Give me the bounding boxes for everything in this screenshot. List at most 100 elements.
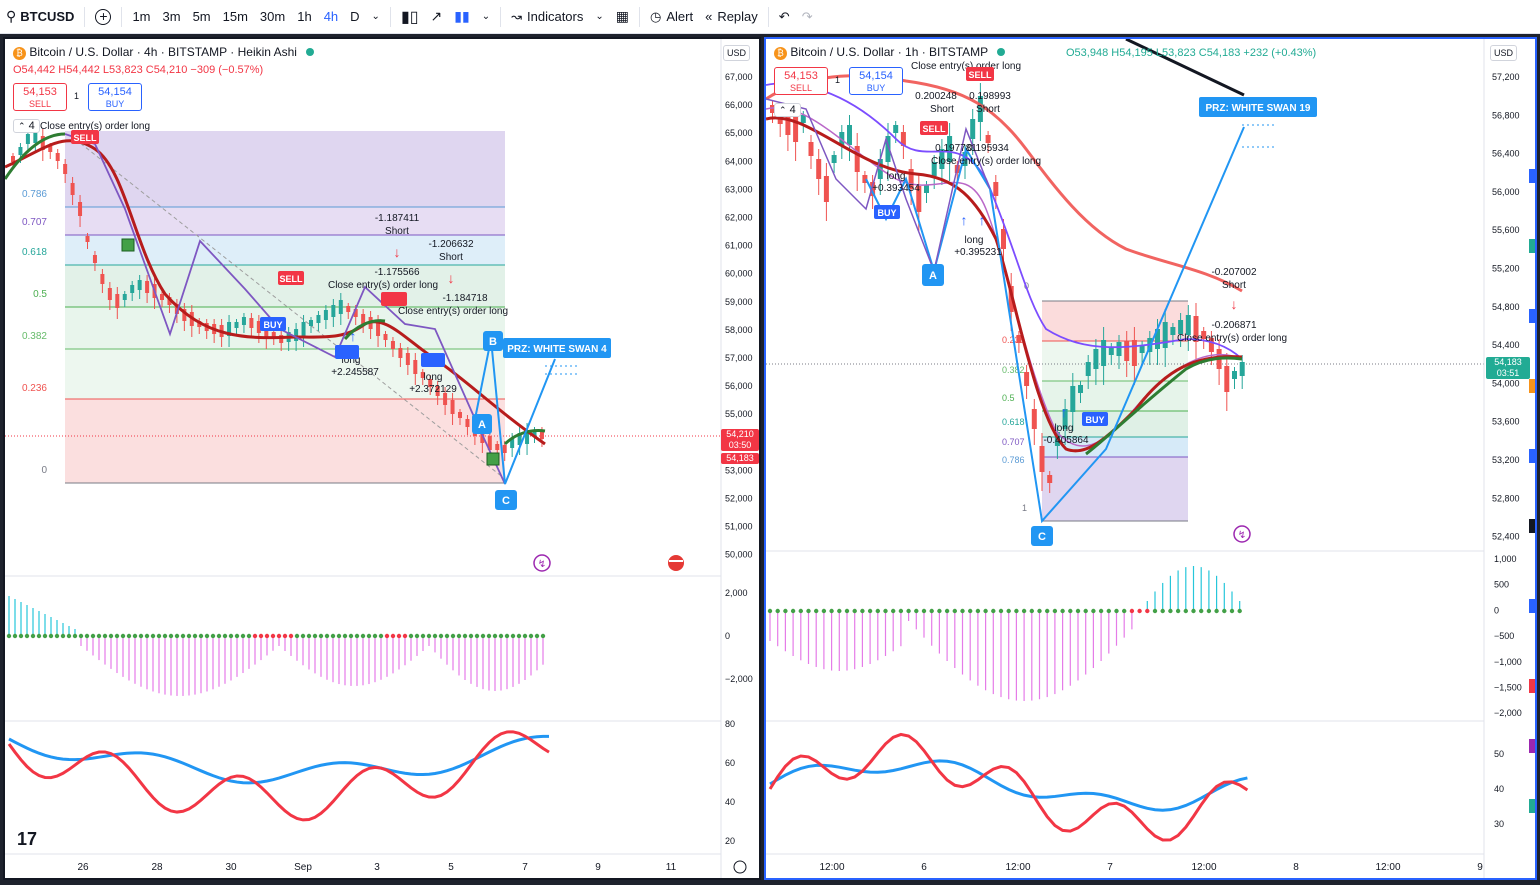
candle-body [947, 136, 953, 162]
candle-body [55, 153, 60, 161]
symbol-search[interactable]: ⚲ BTCUSD [0, 0, 80, 34]
signal-dot [462, 633, 468, 639]
axis-tick-label: 1,000 [1494, 554, 1517, 564]
svg-text:-0.207002: -0.207002 [1211, 267, 1256, 278]
interval-30m[interactable]: 30m [259, 9, 286, 24]
signal-dot [498, 633, 504, 639]
candle-body [227, 322, 232, 336]
signal-dot [1229, 608, 1235, 614]
svg-text:SELL: SELL [922, 124, 946, 134]
interval-5m[interactable]: 5m [192, 9, 211, 24]
signal-dot [252, 633, 258, 639]
indicators-button[interactable]: ↝ Indicators [505, 0, 589, 34]
interval-1m[interactable]: 1m [132, 9, 151, 24]
interval-d[interactable]: D [350, 9, 360, 24]
axis-tick-label: 30 [1494, 819, 1504, 829]
tradingview-logo-icon[interactable]: 17 [17, 829, 37, 849]
axis-tick-label: 60,000 [725, 269, 753, 279]
axis-tick-label: −500 [1494, 631, 1514, 641]
us-flag-icon[interactable] [668, 555, 684, 571]
fib-zone [65, 131, 505, 207]
signal-dot [480, 633, 486, 639]
plus-circle-icon: + [95, 8, 112, 25]
candle-body [346, 306, 351, 312]
signal-dot [324, 633, 330, 639]
axis-tick-label: 80 [725, 719, 735, 729]
candle-body [1193, 316, 1199, 342]
axis-tick-label: 52,000 [725, 494, 753, 504]
interval-15m[interactable]: 15m [222, 9, 248, 24]
axis-tick-label: Sep [294, 862, 312, 873]
candle-body [770, 105, 775, 113]
candle-type-button[interactable]: ▮▯ [395, 0, 425, 34]
line-type-button[interactable]: ↗ [425, 0, 449, 34]
signal-dot [108, 633, 114, 639]
buy-tag-label: BUY [263, 320, 282, 330]
axis-tick-label: 55,200 [1492, 264, 1520, 274]
svg-text:+2.245587: +2.245587 [331, 367, 379, 378]
replay-button[interactable]: « Replay [699, 0, 764, 34]
redo-button[interactable]: ↷ [796, 0, 819, 34]
compare-button[interactable]: + [89, 0, 117, 34]
signal-dot [1083, 608, 1088, 614]
signal-dot [1045, 608, 1050, 614]
chart-legend[interactable]: ₿ Bitcoin / U.S. Dollar · 1h · BITSTAMP [774, 45, 1006, 60]
interval-4h[interactable]: 4h [323, 9, 339, 24]
event-icon[interactable] [1233, 525, 1251, 543]
svg-text:long: long [424, 372, 443, 383]
currency-selector[interactable]: USD [1490, 45, 1518, 61]
chevron-up-icon: ⌃ [779, 105, 787, 115]
buy-tag [874, 205, 900, 219]
undo-button[interactable]: ↶ [773, 0, 796, 34]
signal-dot [1021, 608, 1027, 614]
signal-dot [198, 633, 204, 639]
signal-dot [54, 633, 60, 639]
annotations: Close entry(s) order long 0.200248 0.198… [872, 61, 1287, 446]
alert-button[interactable]: ◷ Alert [644, 0, 699, 34]
zigzag-line [766, 98, 991, 274]
signal-dot [456, 633, 462, 639]
interval-3m[interactable]: 3m [162, 9, 181, 24]
settings-gear-icon[interactable] [733, 860, 747, 874]
signal-dot [180, 633, 186, 639]
candle-body [1239, 362, 1245, 376]
chart-panel-1h[interactable]: 0 0.236 0.382 0.5 0.618 0.707 0.786 1 Cl… [764, 37, 1537, 880]
candle-body [48, 146, 53, 152]
indicators-dropdown[interactable]: ⌄ [589, 0, 609, 34]
candle-body [160, 294, 164, 300]
chart-type-dropdown[interactable]: ⌄ [476, 0, 496, 34]
event-icon[interactable] [533, 554, 551, 572]
lightning-icon: ↯ [1238, 530, 1246, 541]
price-axis[interactable] [1484, 39, 1535, 878]
buy-button[interactable]: 54,154 BUY [88, 83, 142, 111]
axis-tick-label: 56,000 [1492, 187, 1520, 197]
collapse-indicators-button[interactable]: ⌃ 4 [774, 103, 801, 117]
moving-average-up [503, 429, 546, 446]
svg-text:long: long [965, 235, 984, 246]
signal-dot [174, 633, 180, 639]
layout-button[interactable]: ▦ [610, 0, 635, 34]
status-dot-icon [306, 48, 315, 56]
sell-button[interactable]: 54,153 SELL [774, 67, 828, 95]
collapse-indicators-button[interactable]: ⌃ 4 [13, 119, 40, 133]
signal-dot [540, 633, 546, 639]
currency-selector[interactable]: USD [723, 45, 751, 61]
drawing-palette[interactable] [1529, 169, 1535, 813]
moving-average-up [343, 319, 386, 340]
bar-type-button[interactable]: ▮▮ [448, 0, 475, 34]
signal-dot [829, 608, 834, 614]
interval-dropdown[interactable]: ⌄ [366, 0, 386, 34]
chart-canvas-1h[interactable]: 0 0.236 0.382 0.5 0.618 0.707 0.786 1 Cl… [766, 39, 1535, 878]
chart-panel-4h[interactable]: 0.786 0.707 0.618 0.5 0.382 0.236 0 -1.1… [3, 37, 761, 880]
signal-dot [348, 633, 354, 639]
chart-canvas-4h[interactable]: 0.786 0.707 0.618 0.5 0.382 0.236 0 -1.1… [5, 39, 759, 878]
signal-dot [414, 633, 420, 639]
interval-1h[interactable]: 1h [297, 9, 312, 24]
candle-body [92, 255, 97, 263]
chart-legend[interactable]: ₿ Bitcoin / U.S. Dollar · 4h · BITSTAMP … [13, 45, 315, 60]
last-price-label: 54,210 03:50 [721, 429, 759, 451]
signal-dot [204, 633, 210, 639]
sell-button[interactable]: 54,153 SELL [13, 83, 67, 111]
signal-dot [1114, 608, 1119, 614]
buy-button[interactable]: 54,154 BUY [849, 67, 903, 95]
